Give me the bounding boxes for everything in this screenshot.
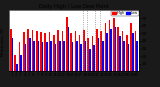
Bar xyxy=(36,31,38,71)
Bar xyxy=(27,29,29,71)
Bar xyxy=(126,35,128,71)
Bar xyxy=(89,49,91,71)
Bar xyxy=(132,33,134,71)
Bar xyxy=(68,27,69,71)
Bar xyxy=(136,41,138,71)
Bar xyxy=(23,32,25,71)
Bar xyxy=(62,31,63,71)
Bar xyxy=(14,55,16,71)
Bar xyxy=(87,38,89,71)
Bar xyxy=(72,42,73,71)
Bar xyxy=(38,41,39,71)
Bar xyxy=(100,31,102,71)
Bar xyxy=(110,29,112,71)
Bar xyxy=(50,41,52,71)
Legend: High, Low: High, Low xyxy=(112,11,139,16)
Bar xyxy=(115,27,116,71)
Bar xyxy=(98,38,99,71)
Bar xyxy=(66,17,68,71)
Bar xyxy=(20,55,22,71)
Bar xyxy=(29,38,31,71)
Bar xyxy=(83,30,85,71)
Bar xyxy=(75,31,76,71)
Bar xyxy=(44,33,46,71)
Bar xyxy=(102,41,104,71)
Bar xyxy=(55,44,56,71)
Bar xyxy=(19,42,20,71)
Bar xyxy=(57,30,59,71)
Bar xyxy=(10,29,12,71)
Title: Daily High / Low Dew Point: Daily High / Low Dew Point xyxy=(39,4,109,9)
Bar xyxy=(85,41,86,71)
Bar xyxy=(113,18,115,71)
Bar xyxy=(40,32,42,71)
Bar xyxy=(92,36,93,71)
Bar xyxy=(25,44,26,71)
Bar xyxy=(123,41,125,71)
Bar xyxy=(130,23,132,71)
Bar xyxy=(109,20,110,71)
Bar xyxy=(119,36,121,71)
Bar xyxy=(42,42,44,71)
Bar xyxy=(63,41,65,71)
Bar xyxy=(76,41,78,71)
Bar xyxy=(79,35,80,71)
Bar xyxy=(46,42,48,71)
Bar xyxy=(122,31,123,71)
Bar xyxy=(59,41,61,71)
Text: Milwaukee, WI: Milwaukee, WI xyxy=(1,28,5,56)
Bar xyxy=(96,29,98,71)
Bar xyxy=(135,31,136,71)
Bar xyxy=(12,38,13,71)
Bar xyxy=(117,27,119,71)
Bar xyxy=(128,44,129,71)
Bar xyxy=(32,30,33,71)
Bar xyxy=(16,64,18,71)
Bar xyxy=(106,33,108,71)
Bar xyxy=(53,35,55,71)
Bar xyxy=(33,41,35,71)
Bar xyxy=(80,44,82,71)
Bar xyxy=(49,32,50,71)
Bar xyxy=(70,33,72,71)
Bar xyxy=(104,23,106,71)
Bar xyxy=(93,45,95,71)
